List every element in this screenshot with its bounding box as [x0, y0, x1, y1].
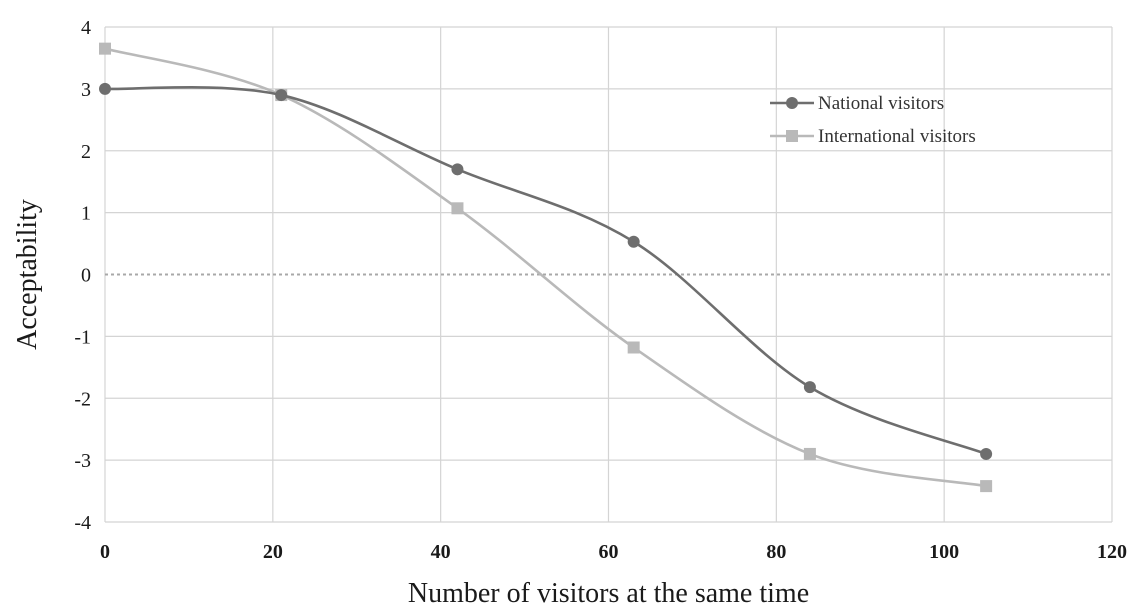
y-axis-title: Acceptability [12, 199, 43, 350]
data-point [99, 42, 111, 55]
y-tick-label: -3 [74, 450, 91, 472]
data-point [627, 341, 640, 354]
data-point [803, 381, 816, 394]
series-line [104, 86, 987, 456]
x-tick-label: 20 [263, 541, 283, 563]
x-tick-label: 80 [766, 541, 786, 563]
legend-item: National visitors [770, 93, 944, 114]
legend: National visitors International visitors [770, 93, 976, 147]
data-point [99, 82, 111, 95]
grid [104, 26, 1113, 523]
y-tick-label: 4 [81, 17, 91, 39]
y-tick-label: 3 [81, 79, 91, 101]
series-national-visitors [99, 82, 993, 460]
x-tick-label: 100 [929, 541, 959, 563]
data-point [627, 235, 640, 248]
data-point [451, 202, 464, 215]
legend-label: National visitors [818, 93, 944, 114]
y-tick-label: 2 [81, 141, 91, 163]
legend-marker [786, 97, 798, 109]
data-point [275, 89, 288, 102]
y-tick-label: 0 [81, 265, 91, 287]
data-point [980, 480, 993, 493]
y-tick-label: -4 [74, 512, 91, 534]
y-tick-label: -1 [74, 326, 91, 348]
legend-label: International visitors [818, 126, 976, 147]
series-line [104, 47, 987, 488]
legend-item: International visitors [770, 126, 976, 147]
y-tick-label: -2 [74, 388, 91, 410]
data-point [803, 447, 816, 460]
y-tick-label: 1 [81, 203, 91, 225]
x-tick-label: 120 [1097, 541, 1127, 563]
legend-marker [786, 130, 798, 142]
tick-labels: 0 20 40 60 80 100 120 4 3 2 1 0 -1 -2 -3 -4 [74, 17, 1127, 563]
series-layer [99, 42, 993, 493]
x-tick-label: 60 [599, 541, 619, 563]
x-axis-title: Number of visitors at the same time [408, 578, 809, 608]
data-point [451, 163, 464, 176]
x-tick-label: 0 [100, 541, 110, 563]
data-point [980, 447, 993, 460]
x-tick-label: 40 [431, 541, 451, 563]
